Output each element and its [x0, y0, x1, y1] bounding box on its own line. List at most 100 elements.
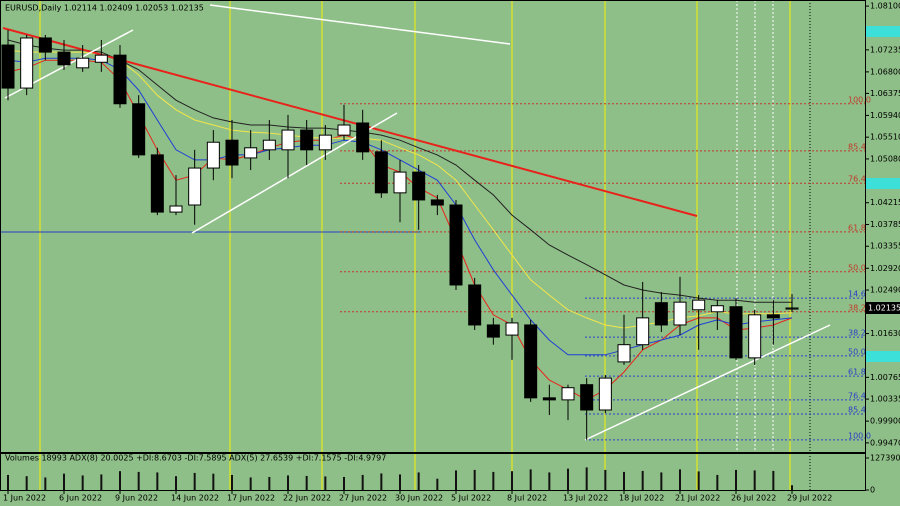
volume-label: Volumes 18993 ADX(8) 20.0025 +DI:8.6703 …	[5, 454, 386, 463]
candle-body	[76, 57, 90, 69]
candle-body	[188, 167, 202, 206]
fib-label: 100.0	[848, 95, 871, 104]
x-tick-label: 30 Jun 2022	[395, 494, 443, 503]
y-tick-label: 1.03355	[870, 242, 900, 251]
candle-body	[300, 129, 314, 151]
fibonacci: 100.0 85.4 76.4 61.8 50.0 38.2 14.6 38.2 50.0 61.…	[340, 95, 871, 441]
x-tick-label: 26 Jul 2022	[731, 494, 776, 503]
price-marker	[866, 351, 900, 362]
volume-panel: Volumes 18993 ADX(8) 20.0025 +DI:8.6703 …	[5, 454, 794, 490]
chart-title: EURUSD,Daily 1.02114 1.02409 1.02053 1.0…	[5, 4, 204, 13]
candle-body	[132, 103, 146, 156]
candle-body	[598, 377, 612, 411]
candle-body	[225, 139, 239, 166]
candle-body	[561, 387, 575, 401]
volume-tick-label: 127390	[870, 454, 900, 463]
x-tick-label: 17 Jun 2022	[227, 494, 275, 503]
y-tick-label: 1.04215	[870, 198, 900, 207]
x-tick-label: 29 Jul 2022	[787, 494, 832, 503]
fib-label: 85.4	[848, 142, 866, 151]
candle-body	[710, 305, 724, 313]
x-tick-label: 6 Jun 2022	[59, 494, 102, 503]
y-tick-label: 1.05510	[870, 133, 900, 142]
fib-label: 50.0	[848, 347, 866, 356]
fib-label: 85.4	[848, 406, 866, 415]
y-tick-label: 1.05080	[870, 154, 900, 163]
price-marker	[866, 26, 900, 37]
candle-body	[94, 54, 108, 63]
candle-body	[430, 199, 444, 206]
x-tick-label: 18 Jul 2022	[619, 494, 664, 503]
candle-body	[692, 299, 706, 311]
candle-body	[281, 129, 295, 151]
fib-label: 100.0	[848, 431, 871, 440]
y-tick-label: 1.03785	[870, 220, 900, 229]
candle-body	[318, 134, 332, 151]
candle-body	[449, 204, 463, 286]
fib-label: 76.4	[848, 175, 866, 184]
fib-label: 50.0	[848, 263, 866, 272]
fib-label: 61.8	[848, 223, 866, 232]
trend-line	[584, 324, 831, 441]
y-tick-label: 1.02490	[870, 286, 900, 295]
y-tick-label: 1.05940	[870, 111, 900, 120]
candle-body	[337, 124, 351, 136]
candle-body	[636, 317, 650, 346]
y-tick-label: 0.99900	[870, 417, 900, 426]
candle-body	[468, 284, 482, 326]
candle-body	[654, 302, 668, 326]
candle-body	[57, 51, 71, 66]
candle-body	[20, 37, 34, 89]
fib-label: 38.2	[848, 329, 866, 338]
price-marker	[866, 178, 900, 189]
last-price-box	[866, 301, 900, 314]
candle-body	[748, 314, 762, 359]
fib-label: 61.8	[848, 368, 866, 377]
x-tick-label: 27 Jun 2022	[339, 494, 387, 503]
candle-body	[113, 54, 127, 105]
candles	[1, 29, 799, 440]
candle-body	[206, 141, 220, 169]
candle-body	[393, 171, 407, 194]
candle-body	[673, 301, 687, 326]
candle-body	[505, 322, 519, 336]
x-tick-label: 1 Jun 2022	[3, 494, 46, 503]
frame	[0, 0, 866, 491]
fib-label: 76.4	[848, 391, 866, 400]
y-tick-label: 1.00335	[870, 395, 900, 404]
y-tick-label: 1.06375	[870, 89, 900, 98]
price-markers	[866, 26, 900, 362]
x-tick-label: 21 Jul 2022	[675, 494, 720, 503]
fib-label: 38.2	[848, 303, 866, 312]
candle-body	[486, 324, 500, 338]
x-tick-label: 8 Jul 2022	[507, 494, 547, 503]
x-tick-label: 22 Jun 2022	[283, 494, 331, 503]
candle-body	[524, 324, 538, 399]
x-tick-label: 14 Jun 2022	[171, 494, 219, 503]
y-tick-label: 1.01630	[870, 329, 900, 338]
sub-frame	[0, 453, 866, 491]
candle-body	[766, 314, 780, 319]
candle-body	[374, 151, 388, 194]
y-tick-label: 1.06800	[870, 67, 900, 76]
y-tick-label: 1.02920	[870, 264, 900, 273]
candle-body	[169, 205, 183, 213]
y-tick-label: 1.07235	[870, 45, 900, 54]
indicator-line	[7, 57, 793, 356]
trend-line	[209, 4, 511, 45]
y-tick-label: 0.99470	[870, 438, 900, 447]
volume-tick-label: 0	[870, 486, 875, 495]
candle-body	[38, 37, 52, 53]
candle-body	[729, 306, 743, 359]
axes: 1.08100 1.07235 1.06800 1.06375 1.05940 1.055…	[3, 2, 900, 503]
candle-body	[262, 139, 276, 151]
x-tick-label: 9 Jun 2022	[115, 494, 158, 503]
candle-body	[244, 147, 258, 159]
x-tick-label: 13 Jul 2022	[563, 494, 608, 503]
candle-body	[580, 384, 594, 411]
candle-body	[542, 397, 556, 401]
main-frame	[0, 0, 866, 453]
candle-body	[356, 122, 370, 153]
fib-label: 14.6	[848, 290, 866, 299]
